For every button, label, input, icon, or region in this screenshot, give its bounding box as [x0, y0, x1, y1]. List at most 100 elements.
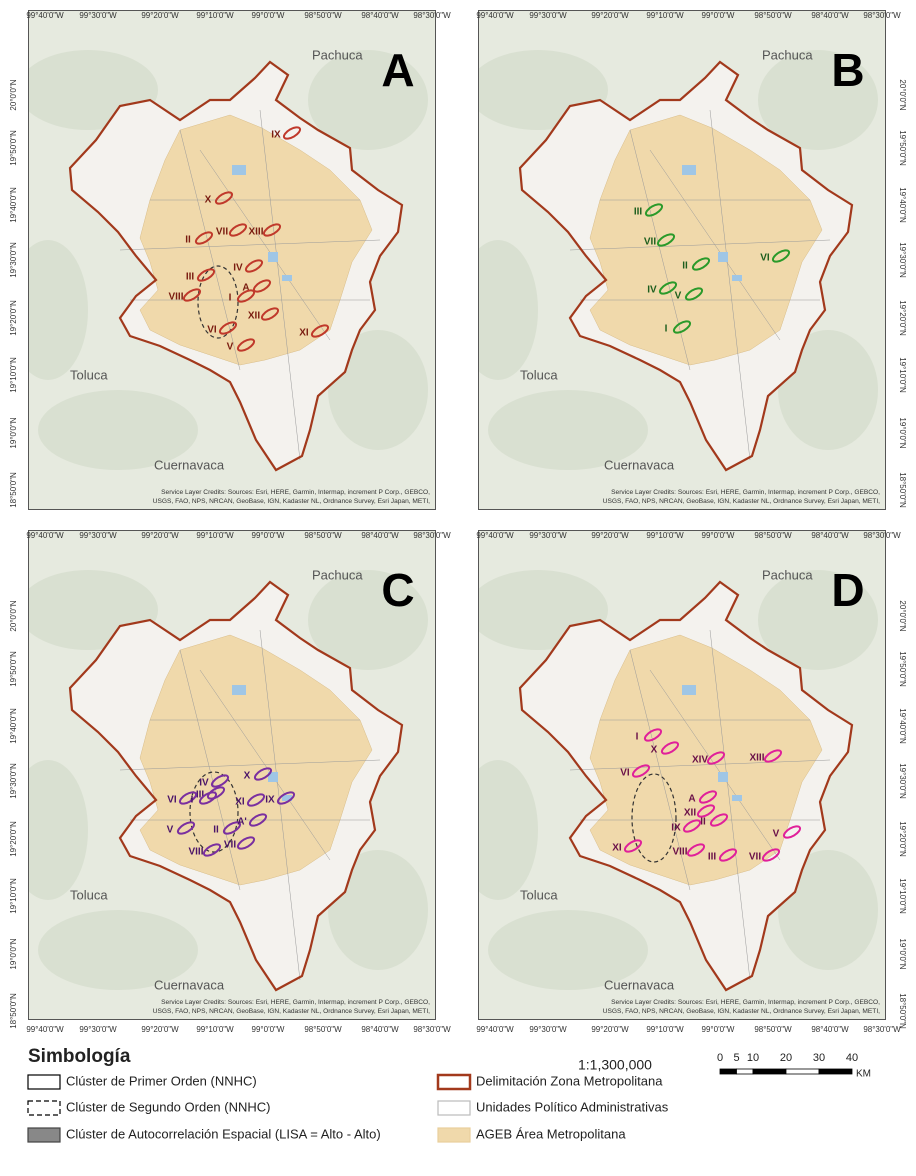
terrain: [28, 240, 88, 380]
basemap: [518, 580, 854, 992]
lat-label: 19°50'0"N: [9, 130, 18, 166]
terrain: [28, 760, 88, 900]
cluster-label: III: [196, 790, 205, 801]
ageb-area: [139, 634, 373, 886]
lon-label: 99°40'0"W: [26, 11, 64, 20]
cluster-label: A: [242, 283, 249, 294]
cluster-label: XII: [248, 311, 260, 322]
cluster-outline: [260, 307, 280, 321]
map-panel: A Pachuca Toluca Cuernavaca Service Layer Cr…: [28, 10, 436, 510]
legend-symbol: [437, 1127, 471, 1143]
scale-bar-segment: [818, 1068, 853, 1075]
terrain: [488, 390, 648, 470]
map-content: [28, 530, 436, 1020]
lat-label: 18°50'0"N: [9, 993, 18, 1029]
cluster-outline: [214, 191, 234, 205]
lon-label: 99°30'0"W: [529, 1025, 567, 1034]
lon-label: 99°20'0"W: [141, 531, 179, 540]
lat-label: 19°40'0"N: [898, 187, 907, 223]
cluster-outline: [644, 203, 664, 217]
cluster-label: X: [244, 771, 251, 782]
map-content: [478, 530, 886, 1020]
lat-label: 19°10'0"N: [898, 878, 907, 914]
cluster-outline: [672, 320, 692, 334]
lake: [682, 685, 696, 695]
cluster-outline: [206, 786, 226, 800]
second-order-cluster: [197, 265, 239, 339]
legend-symbol: [27, 1074, 61, 1090]
terrain: [38, 910, 198, 990]
cluster-outline: [718, 848, 738, 862]
credits: USGS, FAO, NPS, NRCAN, GeoBase, IGN, Kad…: [603, 1008, 880, 1015]
lat-label: 20°0'0"N: [898, 79, 907, 110]
municipal-border: [199, 149, 331, 341]
cluster-outline: [709, 813, 729, 827]
municipal-border: [629, 649, 691, 891]
scale-bar-label: 40: [846, 1052, 858, 1064]
cluster-label: VIII: [168, 292, 183, 303]
cluster-label: VIII: [188, 847, 203, 858]
city-label: Cuernavaca: [604, 457, 675, 472]
metro-boundary: [68, 580, 404, 992]
municipal-border: [119, 759, 381, 771]
municipal-border: [649, 669, 781, 861]
lat-label: 19°20'0"N: [898, 821, 907, 857]
terrain: [478, 760, 538, 900]
terrain: [488, 910, 648, 990]
cluster-outline: [698, 790, 718, 804]
city-label: Cuernavaca: [154, 457, 225, 472]
lon-label: 99°10'0"W: [646, 531, 684, 540]
lon-label: 99°40'0"W: [26, 1025, 64, 1034]
lat-label: 19°0'0"N: [898, 938, 907, 969]
cluster-outline: [182, 288, 202, 302]
lon-label: 98°30'0"W: [863, 11, 901, 20]
lon-label: 99°10'0"W: [196, 531, 234, 540]
lat-label: 19°50'0"N: [898, 651, 907, 687]
cluster-label: XI: [612, 843, 622, 854]
second-order-cluster: [631, 773, 677, 863]
cluster-label: I: [191, 795, 194, 806]
scale-unit: KM: [856, 1069, 871, 1080]
cluster-label: III: [186, 272, 195, 283]
lat-label: 19°30'0"N: [9, 242, 18, 278]
cluster-outline: [310, 324, 330, 338]
panel-frame: [28, 10, 436, 510]
lake: [268, 252, 278, 262]
lon-label: 98°30'0"W: [863, 531, 901, 540]
scale-bar-segment: [785, 1068, 820, 1075]
city-label: Cuernavaca: [154, 977, 225, 992]
cluster-label: VIII: [672, 847, 687, 858]
lat-label: 20°0'0"N: [9, 79, 18, 110]
lon-label: 98°40'0"W: [811, 11, 849, 20]
cluster-outline: [771, 249, 791, 263]
credits: USGS, FAO, NPS, NRCAN, GeoBase, IGN, Kad…: [153, 1008, 430, 1015]
lon-label: 99°20'0"W: [141, 1025, 179, 1034]
lon-label: 99°30'0"W: [529, 531, 567, 540]
lon-label: 98°40'0"W: [361, 11, 399, 20]
cluster-label: II: [700, 817, 706, 828]
lat-label: 20°0'0"N: [9, 600, 18, 631]
lake: [282, 795, 292, 801]
lat-label: 20°0'0"N: [898, 600, 907, 631]
lat-label: 19°0'0"N: [898, 417, 907, 448]
cluster-label: IX: [265, 795, 275, 806]
terrain: [478, 240, 538, 380]
cluster-label: VII: [644, 237, 656, 248]
cluster-outline: [222, 821, 242, 835]
cluster-outline: [218, 321, 238, 335]
cluster-outline: [684, 287, 704, 301]
cluster-label: IV: [199, 778, 209, 789]
city-label: Toluca: [70, 367, 108, 382]
lat-label: 19°20'0"N: [9, 821, 18, 857]
city-label: Pachuca: [762, 47, 813, 62]
scale-bar-label: 10: [747, 1052, 759, 1064]
legend-title: Simbología: [28, 1046, 131, 1067]
lon-label: 99°0'0"W: [252, 531, 285, 540]
municipal-border: [649, 149, 781, 341]
lat-label: 19°40'0"N: [9, 708, 18, 744]
cluster-label: XI: [235, 797, 245, 808]
cluster-outline: [691, 257, 711, 271]
cluster-outline: [194, 231, 214, 245]
cluster-outline: [282, 126, 302, 140]
ageb-area: [589, 634, 823, 886]
